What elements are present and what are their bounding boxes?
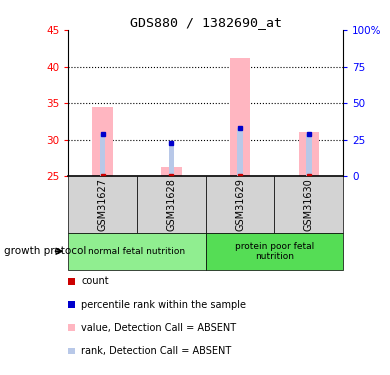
Text: rank, Detection Call = ABSENT: rank, Detection Call = ABSENT <box>81 346 231 356</box>
Bar <box>161 167 182 176</box>
Text: GSM31629: GSM31629 <box>235 178 245 231</box>
Bar <box>100 134 105 176</box>
Bar <box>275 176 343 232</box>
Bar <box>68 232 206 270</box>
Text: growth protocol: growth protocol <box>4 246 86 256</box>
Bar <box>238 128 243 176</box>
Text: value, Detection Call = ABSENT: value, Detection Call = ABSENT <box>81 323 236 333</box>
Bar <box>68 176 137 232</box>
Bar <box>92 107 113 176</box>
Bar <box>230 58 250 176</box>
Bar <box>168 142 174 176</box>
Bar <box>137 176 206 232</box>
Text: GSM31628: GSM31628 <box>167 178 176 231</box>
Bar <box>306 134 312 176</box>
Bar <box>206 176 275 232</box>
Text: GSM31627: GSM31627 <box>98 178 108 231</box>
Text: percentile rank within the sample: percentile rank within the sample <box>81 300 246 309</box>
Bar <box>298 132 319 176</box>
Bar <box>206 232 343 270</box>
Text: protein poor fetal
nutrition: protein poor fetal nutrition <box>235 242 314 261</box>
Text: GSM31630: GSM31630 <box>304 178 314 231</box>
Text: normal fetal nutrition: normal fetal nutrition <box>89 247 186 256</box>
Title: GDS880 / 1382690_at: GDS880 / 1382690_at <box>130 16 282 29</box>
Text: count: count <box>81 276 109 286</box>
